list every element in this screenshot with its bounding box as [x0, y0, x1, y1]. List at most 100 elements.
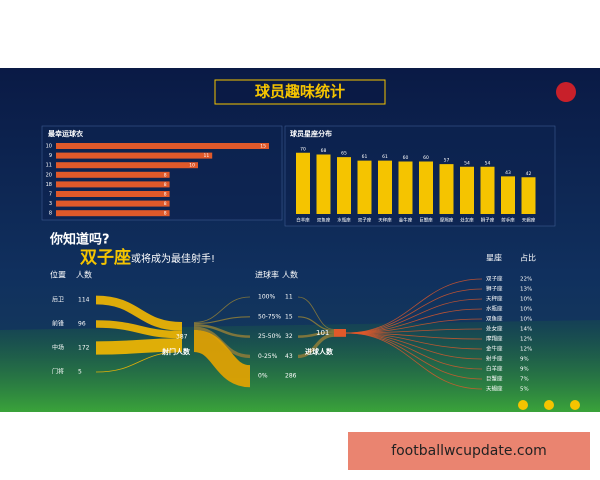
flow — [95, 351, 183, 373]
flow — [193, 316, 251, 325]
rate-label: 50-75% — [258, 313, 281, 320]
value-label: 54 — [485, 160, 491, 166]
position-count: 172 — [78, 345, 90, 352]
category-label: 射手座 — [501, 217, 515, 224]
fan-line — [345, 278, 483, 334]
flow — [193, 296, 251, 323]
sign-share: 12% — [520, 347, 532, 353]
position-label: 门将 — [52, 368, 64, 376]
value-label: 43 — [505, 170, 511, 176]
flow — [193, 324, 251, 338]
fan-line — [345, 298, 483, 334]
scorer-count: 101 — [316, 329, 329, 337]
sign-label: 金牛座 — [486, 345, 503, 353]
sign-label: 双鱼座 — [486, 315, 503, 323]
category-label: 天秤座 — [378, 217, 392, 224]
value-label: 65 — [341, 151, 347, 157]
category-label: 7 — [49, 192, 52, 198]
category-label: 18 — [46, 182, 52, 188]
rate-label: 0-25% — [258, 353, 278, 360]
value-label: 68 — [321, 148, 327, 154]
title: 球员趣味统计 — [255, 83, 345, 101]
nav-home[interactable] — [544, 400, 554, 410]
column-header: 人数 — [76, 270, 92, 280]
shooter-label: 射门人数 — [161, 347, 191, 356]
value-label: 8 — [164, 182, 167, 188]
flow — [192, 329, 252, 388]
bar — [56, 152, 213, 159]
fan-line — [345, 328, 483, 334]
value-label: 70 — [300, 146, 306, 152]
bar — [439, 164, 454, 214]
question: 你知道吗? — [49, 232, 110, 248]
sign-share: 10% — [520, 297, 532, 303]
bar — [56, 181, 170, 188]
category-label: 8 — [49, 211, 52, 217]
sign-share: 5% — [520, 387, 529, 393]
sign-label: 天蝎座 — [486, 385, 503, 393]
rate-count: 286 — [285, 373, 297, 380]
value-label: 15 — [260, 144, 266, 150]
flow — [297, 316, 335, 332]
sign-label: 处女座 — [486, 325, 503, 333]
position-count: 5 — [78, 369, 82, 376]
sign-label: 巨蟹座 — [486, 375, 503, 383]
bar — [357, 160, 372, 214]
rate-label: 100% — [258, 294, 275, 301]
bar — [56, 210, 170, 217]
sign-share: 10% — [520, 317, 532, 323]
bar — [460, 166, 474, 214]
sign-label: 白羊座 — [486, 365, 503, 373]
bar — [501, 176, 515, 214]
category-label: 11 — [46, 163, 52, 169]
value-label: 11 — [203, 153, 209, 159]
sign-share: 13% — [520, 287, 532, 293]
rate-label: 0% — [258, 373, 268, 380]
rate-count: 32 — [285, 333, 293, 340]
bar — [56, 143, 269, 149]
position-count: 114 — [78, 297, 90, 304]
bar — [378, 160, 392, 214]
value-label: 8 — [164, 201, 167, 207]
category-label: 金牛座 — [399, 217, 413, 224]
value-label: 8 — [164, 172, 167, 178]
column-header: 位置 — [50, 270, 66, 280]
sign-label: 水瓶座 — [486, 305, 503, 313]
scorer-label: 进球人数 — [305, 347, 334, 356]
value-label: 8 — [164, 211, 167, 217]
sign-label: 摩羯座 — [486, 335, 503, 343]
fan-line — [345, 332, 483, 390]
bar — [296, 152, 310, 214]
sign-share: 9% — [520, 357, 529, 363]
sign-share: 22% — [520, 277, 532, 283]
sign-share: 12% — [520, 337, 532, 343]
category-label: 双子座 — [358, 217, 372, 224]
category-label: 10 — [46, 144, 52, 150]
flow — [297, 331, 335, 338]
bar — [337, 157, 351, 214]
bar — [521, 177, 536, 214]
sign-label: 狮子座 — [486, 285, 503, 293]
value-label: 57 — [444, 158, 450, 164]
value-label: 60 — [423, 155, 429, 161]
bar — [316, 154, 331, 214]
category-label: 白羊座 — [296, 217, 310, 224]
nav-forward[interactable] — [570, 400, 580, 410]
value-label: 61 — [382, 154, 388, 160]
fan-line — [345, 308, 483, 334]
bar — [56, 191, 170, 197]
nav-back[interactable] — [518, 400, 528, 410]
value-label: 10 — [189, 163, 195, 169]
position-label: 前锋 — [52, 320, 64, 328]
bar — [419, 161, 433, 214]
rate-count: 11 — [285, 294, 293, 301]
flow — [297, 333, 335, 359]
value-label: 8 — [164, 192, 167, 198]
category-label: 20 — [46, 172, 52, 178]
sign-label: 射手座 — [486, 355, 503, 363]
bar — [480, 166, 495, 214]
bar — [56, 162, 198, 169]
sign-label: 天秤座 — [486, 295, 503, 303]
flow — [95, 320, 183, 339]
